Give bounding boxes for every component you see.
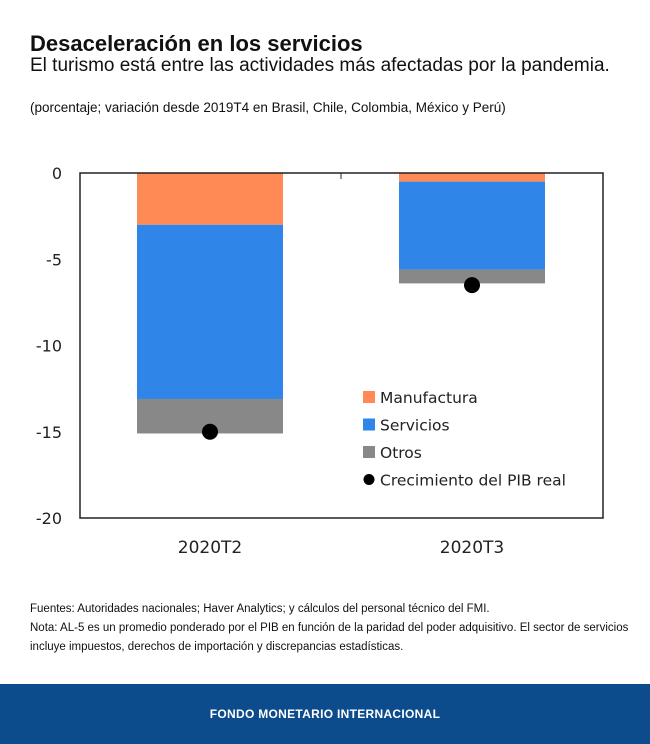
note: Nota: AL-5 es un promedio ponderado por …: [30, 622, 629, 653]
unit-note: (porcentaje; variación desde 2019T4 en B…: [30, 100, 506, 115]
legend-label: Otros: [380, 444, 422, 462]
gdp-point: [464, 277, 480, 294]
bar-servicios: [399, 181, 545, 270]
bar-manufactura: [399, 173, 545, 182]
bar-manufactura: [137, 173, 283, 225]
chart: 2020T2 2020T3 0 -5 -10 -15 -20 Manufactura Servi…: [36, 164, 604, 558]
bar-otros: [399, 269, 545, 284]
y-tick-label: -10: [36, 337, 62, 356]
y-tick-label: -5: [46, 250, 62, 269]
chart-title: Desaceleración en los servicios: [30, 31, 363, 56]
legend-label: Manufactura: [380, 389, 478, 407]
bar-servicios: [137, 224, 283, 399]
legend-swatch: [363, 446, 375, 458]
gdp-point: [202, 423, 218, 440]
y-tick-label: 0: [52, 164, 62, 183]
legend-label: Crecimiento del PIB real: [380, 472, 566, 490]
x-tick-label: 2020T3: [440, 538, 504, 558]
legend-marker: [363, 474, 375, 485]
y-tick-label: -15: [36, 423, 62, 442]
legend-label: Servicios: [380, 417, 450, 435]
x-tick-label: 2020T2: [178, 538, 242, 558]
sources-note: Fuentes: Autoridades nacionales; Haver A…: [30, 603, 490, 615]
legend-swatch: [363, 391, 375, 403]
chart-subtitle: El turismo está entre las actividades má…: [30, 55, 610, 76]
footer: FONDO MONETARIO INTERNACIONAL: [0, 684, 650, 744]
legend-swatch: [363, 418, 375, 431]
y-tick-label: -20: [36, 509, 62, 528]
